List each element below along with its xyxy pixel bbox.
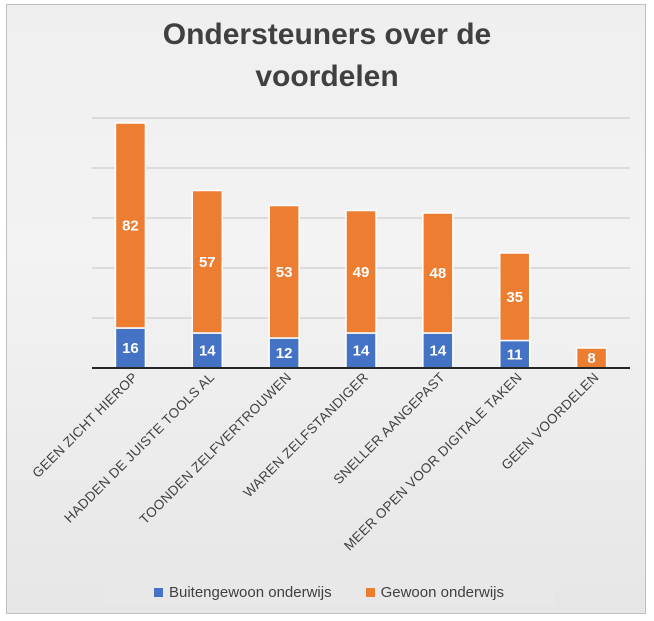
data-label: 14: [199, 343, 216, 360]
x-tick-label: HADDEN DE JUISTE TOOLS AL: [61, 369, 217, 525]
chart-title-line-1: Ondersteuners over de: [162, 18, 492, 51]
data-label: 48: [430, 265, 447, 282]
chart-frame: [6, 4, 646, 614]
legend-swatch-orange: [365, 587, 375, 597]
bar-segment: [114, 327, 147, 369]
bar-segment: [498, 252, 531, 342]
legend-swatch-blue: [153, 587, 163, 597]
bar-segment: [191, 189, 224, 334]
data-label: 8: [587, 350, 595, 367]
x-tick-label: TOONDEN ZELFVERTROUWEN: [137, 370, 295, 528]
chart-title: Ondersteuners over de voordelen: [0, 14, 654, 98]
data-label: 53: [276, 264, 293, 281]
legend-item-gewoon: Gewoon onderwijs: [365, 583, 504, 601]
bar-segment: [422, 212, 454, 334]
bar-segment: [191, 332, 224, 369]
data-label: 14: [353, 343, 370, 360]
bar-segment: [114, 122, 147, 329]
data-label: 49: [353, 264, 370, 281]
data-label: 12: [276, 345, 293, 362]
data-label: 11: [507, 346, 523, 363]
data-label: 16: [122, 340, 139, 357]
legend: Buitengewoon onderwijs Gewoon onderwijs: [104, 578, 554, 606]
bar-segment: [268, 204, 300, 339]
legend-label-gewoon: Gewoon onderwijs: [380, 583, 504, 601]
data-label: 14: [430, 343, 447, 360]
x-tick-label: WAREN ZELFSTANDIGER: [240, 370, 371, 501]
legend-label-buitengewoon: Buitengewoon onderwijs: [168, 583, 332, 601]
bar-segment: [345, 332, 377, 369]
bar-segment: [345, 209, 377, 334]
data-label: 35: [506, 289, 523, 306]
data-label: 82: [122, 218, 139, 235]
chart-title-line-2: voordelen: [255, 60, 399, 93]
data-label: 57: [199, 254, 216, 271]
bar-segment: [268, 337, 300, 369]
x-tick-label: MEER OPEN VOOR DIGITALE TAKEN: [341, 370, 525, 554]
legend-item-buitengewoon: Buitengewoon onderwijs: [153, 583, 332, 601]
